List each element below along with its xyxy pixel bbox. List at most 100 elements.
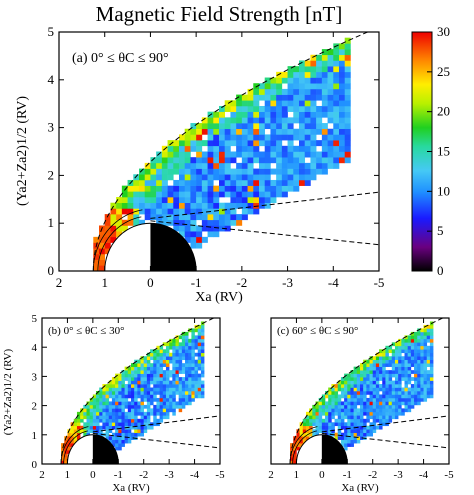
heat-cell [105, 394, 110, 399]
heat-cell [382, 363, 386, 367]
heat-cell [213, 128, 220, 135]
heat-cell [86, 425, 90, 430]
heat-cell [350, 425, 354, 430]
heat-cell [76, 425, 81, 430]
heat-cell [385, 387, 389, 392]
heat-cell [404, 373, 408, 378]
heat-cell [92, 415, 97, 420]
heat-cell [175, 380, 179, 385]
heat-cell [92, 404, 97, 409]
heat-cell [423, 342, 428, 347]
heat-cell [414, 352, 418, 357]
heat-cell [124, 429, 129, 434]
heat-cell [423, 328, 428, 333]
heat-cell [398, 356, 402, 361]
heat-cell [201, 214, 208, 221]
heat-cell [353, 415, 358, 420]
heat-cell [99, 404, 103, 409]
heat-cell [161, 151, 168, 158]
heat-cell [153, 380, 157, 385]
heat-cell [201, 162, 208, 169]
heat-cell [310, 151, 317, 158]
heat-cell [293, 439, 297, 444]
heat-cell [115, 401, 119, 406]
heat-cell [350, 397, 354, 402]
heat-cell [270, 191, 277, 198]
heat-cell [175, 387, 179, 392]
heat-cell [169, 384, 173, 388]
heat-cell [293, 145, 300, 152]
heat-cell [181, 335, 186, 340]
heat-cell [310, 71, 317, 78]
planet-nightside [321, 434, 348, 464]
heat-cell [253, 111, 260, 118]
heat-cell [236, 94, 243, 101]
heat-cell [143, 425, 148, 430]
heat-cell [190, 157, 197, 164]
heat-cell [115, 397, 119, 402]
heat-cell [270, 157, 277, 164]
heat-cell [356, 411, 361, 416]
heat-cell [360, 377, 364, 381]
heat-cell [118, 439, 122, 444]
heat-cell [102, 391, 106, 395]
heat-cell [102, 397, 106, 402]
heat-cell [179, 231, 186, 238]
heat-cell [325, 408, 329, 413]
heat-cell [156, 191, 163, 198]
heat-cell [230, 214, 237, 221]
heat-cell [127, 384, 132, 388]
heat-cell [344, 415, 348, 420]
heat-cell [124, 373, 129, 378]
heat-cell [379, 356, 383, 361]
heat-cell [185, 387, 189, 392]
heat-cell [185, 345, 189, 350]
heat-cell [191, 380, 195, 385]
heat-cell [337, 415, 342, 420]
heat-cell [121, 191, 128, 198]
heat-cell [105, 429, 110, 434]
heat-cell [333, 83, 340, 90]
heat-cell [105, 387, 110, 392]
heat-cell [200, 349, 205, 354]
heat-cell [321, 105, 328, 112]
heat-cell [184, 151, 191, 158]
heat-cell [321, 111, 328, 118]
heat-cell [347, 394, 351, 399]
heat-cell [339, 88, 346, 95]
heat-cell [299, 60, 306, 67]
heat-cell [156, 391, 160, 395]
heat-cell [353, 418, 358, 423]
heat-cell [230, 185, 237, 192]
heat-cell [321, 66, 328, 73]
heat-cell [127, 418, 132, 423]
heat-cell [264, 117, 271, 124]
heat-cell [213, 134, 220, 141]
heat-cell [86, 415, 90, 420]
heat-cell [382, 377, 386, 381]
heat-cell [165, 345, 170, 350]
heat-cell [410, 338, 415, 343]
heat-cell [304, 77, 311, 84]
heat-cell [331, 401, 335, 406]
heat-cell [134, 418, 138, 423]
heat-cell [318, 411, 323, 416]
heat-cell [169, 401, 173, 406]
heat-cell [175, 359, 179, 364]
heat-cell [108, 422, 113, 427]
heat-cell [89, 404, 94, 409]
heat-cell [333, 145, 340, 152]
heat-cell [327, 94, 334, 101]
heat-cell [404, 349, 408, 354]
heat-cell [398, 397, 402, 402]
heat-cell [293, 128, 300, 135]
heat-cell [337, 418, 342, 423]
heat-cell [423, 391, 428, 395]
heat-cell [281, 94, 288, 101]
heat-cell [363, 377, 367, 381]
heat-cell [118, 380, 122, 385]
heat-cell [181, 391, 186, 395]
heat-cell [347, 387, 351, 392]
heat-cell [133, 219, 140, 226]
